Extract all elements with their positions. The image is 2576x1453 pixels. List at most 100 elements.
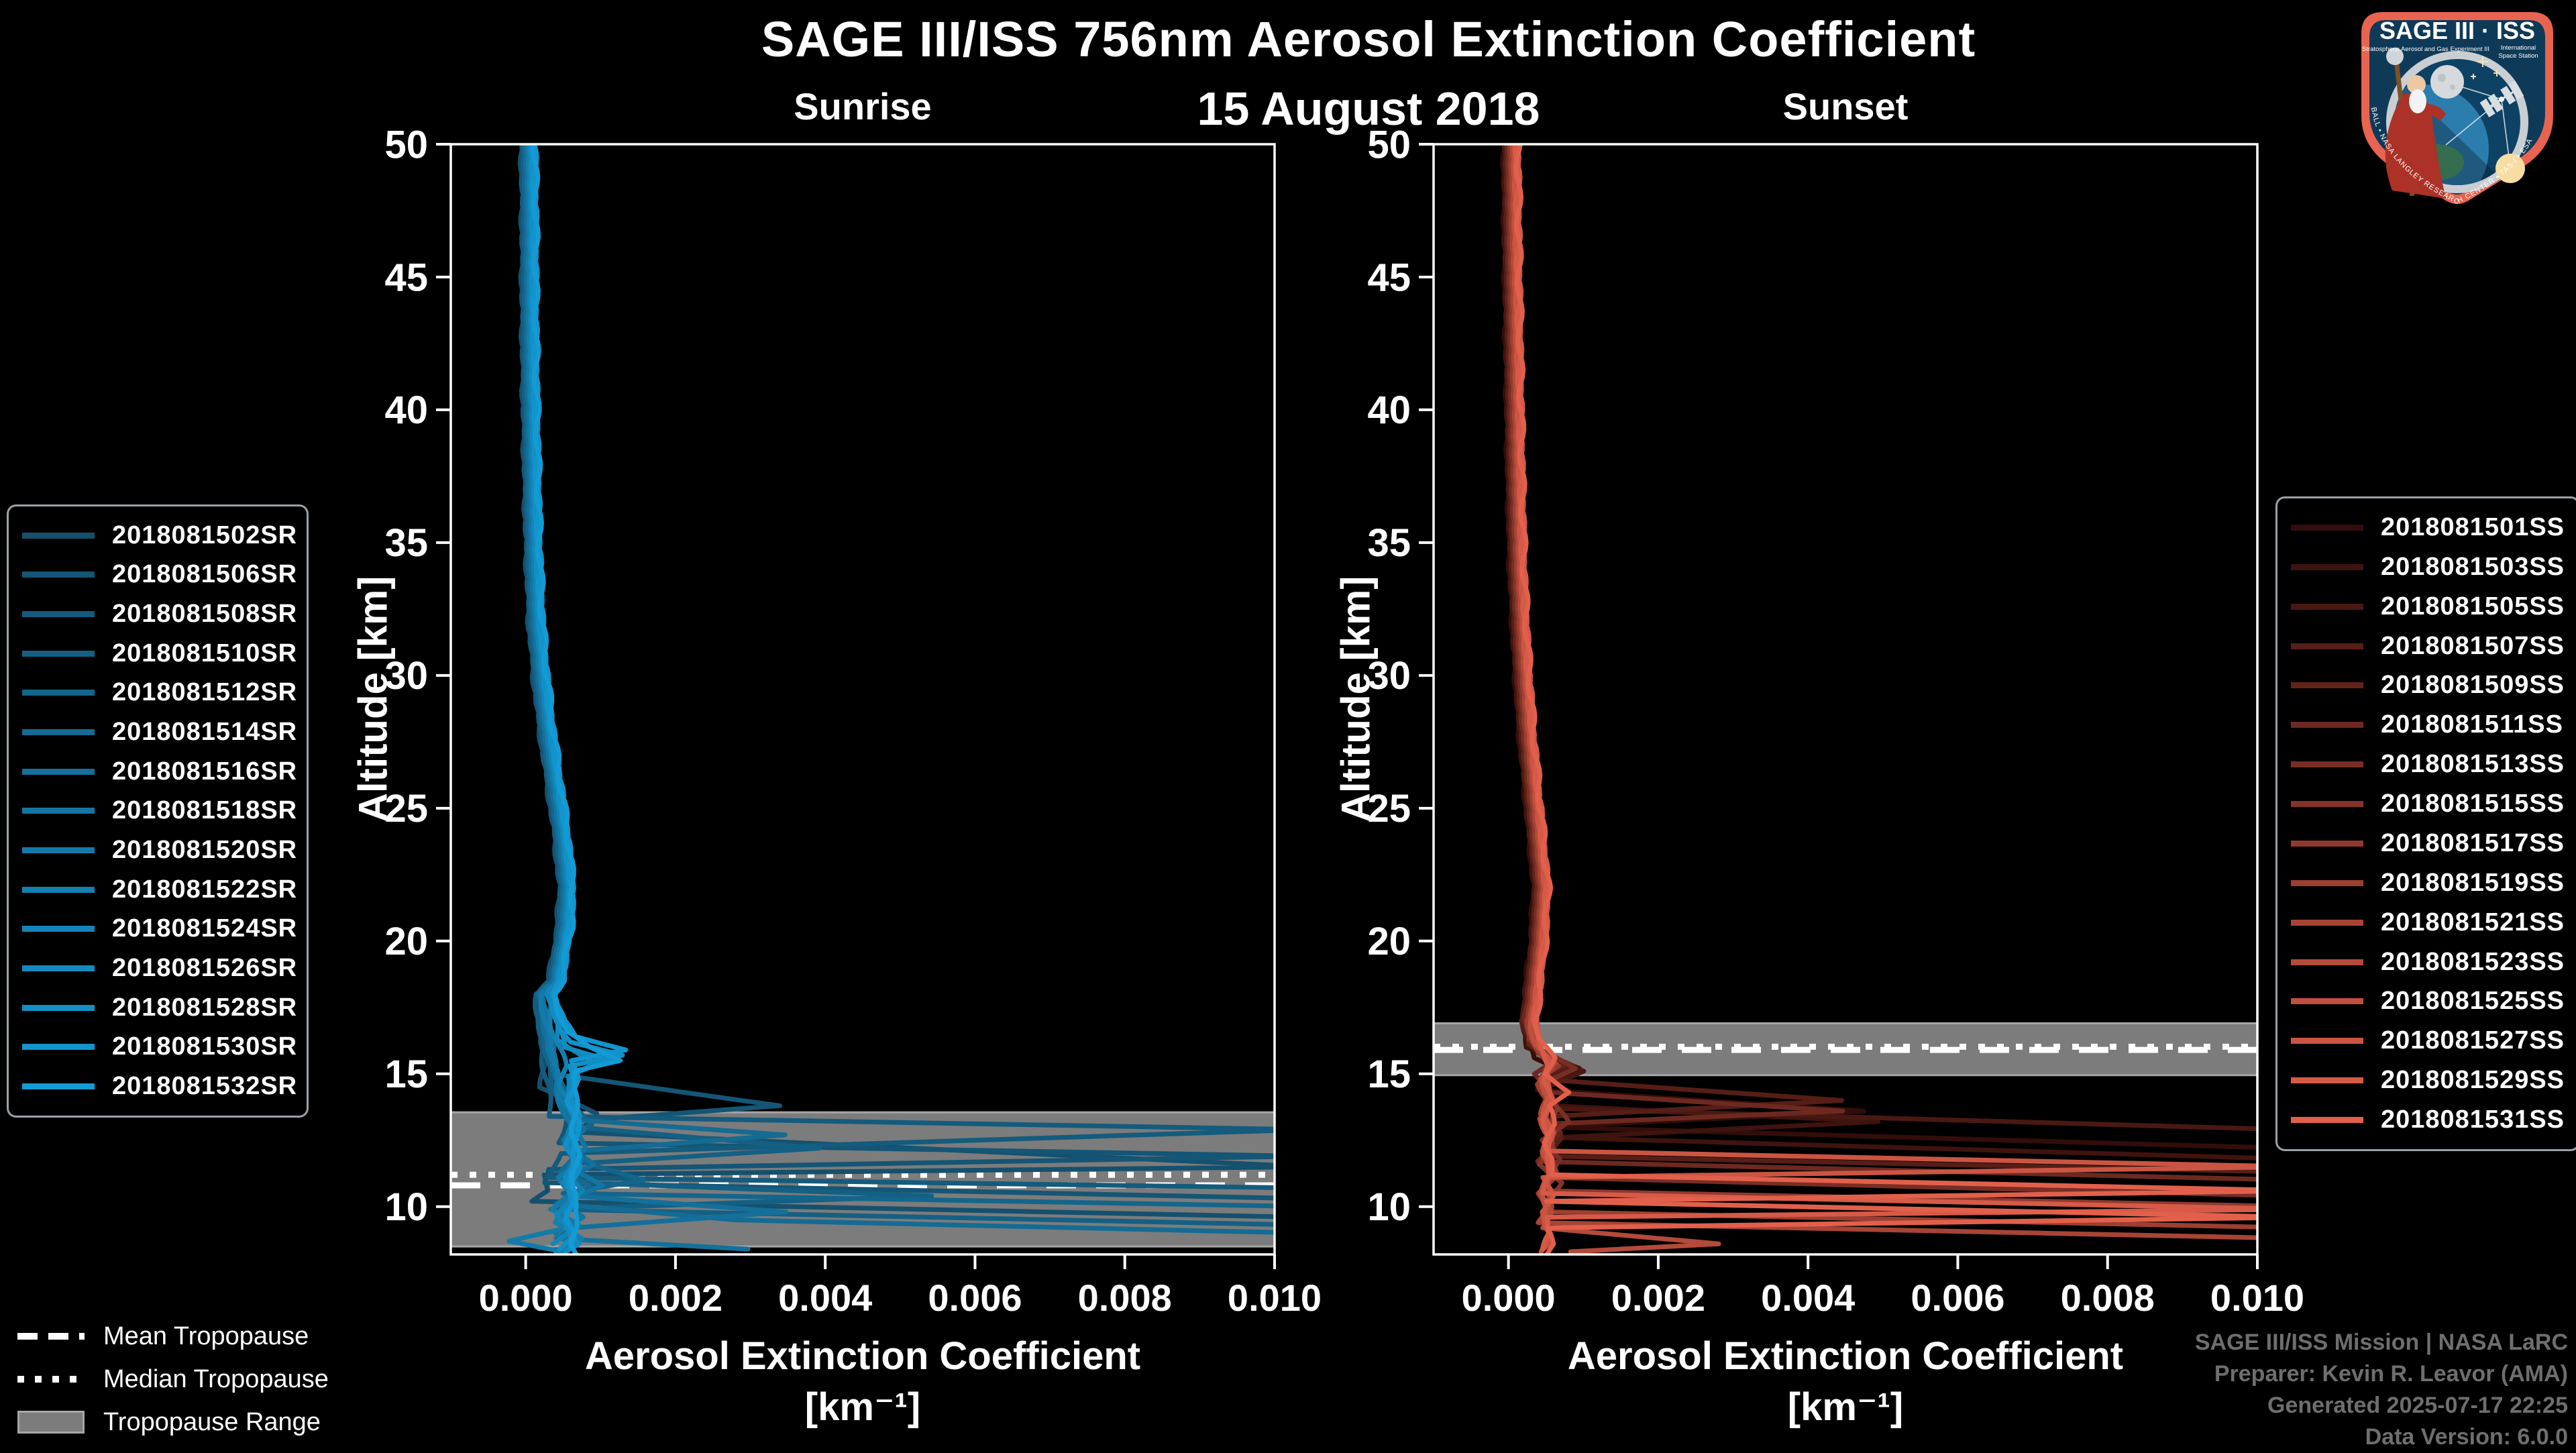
- line-swatch-icon: [2291, 563, 2363, 570]
- legend-item-2018081511SS: 2018081511SS: [2291, 710, 2565, 739]
- legend-event-label: 2018081508SR: [112, 600, 298, 629]
- axes-frame: [449, 143, 1276, 1256]
- x-tick-label: 0.004: [778, 1277, 872, 1319]
- legend-item-2018081506SR: 2018081506SR: [22, 560, 297, 589]
- axes-frame: [1432, 143, 2259, 1256]
- line-swatch-icon: [2291, 603, 2363, 610]
- line-swatch-icon: [22, 532, 95, 539]
- legend-event-label: 2018081515SS: [2381, 790, 2565, 818]
- legend-item-2018081509SS: 2018081509SS: [2291, 671, 2565, 700]
- line-swatch-icon: [2291, 879, 2363, 886]
- page-title: SAGE III/ISS 756nm Aerosol Extinction Co…: [761, 11, 1976, 67]
- line-swatch-icon: [22, 808, 95, 814]
- moon-crater: [2438, 74, 2446, 82]
- legend-event-label: 2018081530SR: [112, 1032, 298, 1061]
- line-swatch-icon: [2291, 524, 2363, 531]
- legend-event-label: 2018081524SR: [112, 914, 298, 943]
- footer-credits: SAGE III/ISS Mission | NASA LaRC Prepare…: [2195, 1327, 2568, 1453]
- legend-label: Mean Tropopause: [103, 1322, 309, 1350]
- profile-line-2018081532SR: [530, 144, 623, 1254]
- y-tick-label: 10: [1367, 1185, 1411, 1229]
- line-swatch-icon: [2291, 801, 2363, 808]
- y-tick-label: 50: [1367, 123, 1411, 166]
- line-swatch-icon: [22, 965, 95, 972]
- legend-item-2018081529SS: 2018081529SS: [2291, 1066, 2565, 1095]
- legend-event-label: 2018081514SR: [112, 718, 298, 747]
- legend-item-2018081519SS: 2018081519SS: [2291, 869, 2565, 898]
- profile-line-2018081501SS: [1499, 144, 2257, 1150]
- legend-item-2018081520SR: 2018081520SR: [22, 836, 297, 865]
- y-tick-label: 30: [1367, 654, 1411, 698]
- legend-item-2018081526SR: 2018081526SR: [22, 954, 297, 983]
- x-tick-label: 0.002: [629, 1277, 722, 1319]
- legend-label: Median Tropopause: [103, 1364, 329, 1393]
- tropopause-legend: Mean Tropopause Median Tropopause Tropop…: [17, 1315, 329, 1444]
- line-swatch-icon: [2291, 761, 2363, 768]
- y-tick-label: 25: [1367, 787, 1411, 830]
- footer-preparer: Preparer: Kevin R. Leavor (AMA): [2214, 1361, 2568, 1387]
- plot-area: [451, 144, 1275, 1254]
- x-axis-unit: [km⁻¹]: [804, 1385, 921, 1429]
- y-tick-label: 40: [1367, 388, 1411, 432]
- dotted-line-icon: [17, 1376, 85, 1383]
- y-tick-label: 35: [384, 521, 428, 565]
- legend-item-2018081524SR: 2018081524SR: [22, 914, 297, 943]
- line-swatch-icon: [2291, 1117, 2363, 1124]
- y-tick-label: 10: [384, 1185, 428, 1229]
- line-swatch-icon: [22, 768, 95, 775]
- iss-icon: [2479, 80, 2524, 117]
- date-subtitle: 15 August 2018: [1197, 83, 1540, 135]
- legend-item-mean-tropopause: Mean Tropopause: [17, 1315, 329, 1358]
- y-tick-label: 20: [384, 920, 428, 963]
- line-swatch-icon: [22, 572, 95, 578]
- legend-event-label: 2018081518SR: [112, 796, 298, 825]
- legend-item-2018081508SR: 2018081508SR: [22, 600, 297, 629]
- line-swatch-icon: [2291, 919, 2363, 926]
- legend-item-2018081517SS: 2018081517SS: [2291, 829, 2565, 858]
- legend-event-label: 2018081507SS: [2381, 631, 2565, 660]
- plot-area: [1434, 144, 2257, 1254]
- legend-event-label: 2018081527SS: [2381, 1026, 2565, 1055]
- profile-line-2018081503SS: [1501, 144, 2257, 1161]
- line-swatch-icon: [22, 690, 95, 696]
- legend-item-2018081507SS: 2018081507SS: [2291, 632, 2565, 661]
- legend-event-label: 2018081528SR: [112, 993, 298, 1022]
- footer-generated: Generated 2025-07-17 22:25: [2267, 1393, 2568, 1418]
- line-swatch-icon: [2291, 722, 2363, 729]
- legend-event-label: 2018081517SS: [2381, 828, 2565, 857]
- profile-line-2018081508SR: [519, 144, 1275, 1190]
- x-tick-label: 0.008: [1078, 1277, 1172, 1319]
- moon-crater: [2450, 85, 2455, 90]
- legend-event-label: 2018081501SS: [2381, 513, 2565, 541]
- legend-item-2018081518SR: 2018081518SR: [22, 796, 297, 825]
- x-tick-label: 0.010: [1228, 1277, 1322, 1319]
- profile-line-2018081512SR: [521, 144, 1275, 1209]
- legend-item-2018081528SR: 2018081528SR: [22, 993, 297, 1022]
- legend-item-2018081523SS: 2018081523SS: [2291, 948, 2565, 977]
- legend-event-label: 2018081503SS: [2381, 552, 2565, 581]
- legend-item-2018081527SS: 2018081527SS: [2291, 1026, 2565, 1055]
- sage-iss-logo: SAGE III · ISS Stratospheric Aerosol and…: [2361, 12, 2553, 207]
- x-tick-label: 0.010: [2210, 1277, 2304, 1319]
- y-tick-label: 15: [1367, 1053, 1411, 1096]
- y-tick-label: 50: [384, 123, 428, 166]
- panel-title-sunrise: Sunrise: [794, 85, 932, 127]
- legend-event-label: 2018081516SR: [112, 757, 298, 786]
- legend-event-label: 2018081531SS: [2381, 1106, 2565, 1134]
- legend-event-label: 2018081512SR: [112, 678, 298, 707]
- x-tick-label: 0.000: [479, 1277, 573, 1319]
- y-tick-label: 15: [384, 1053, 428, 1096]
- footer-mission: SAGE III/ISS Mission | NASA LaRC: [2194, 1330, 2568, 1355]
- y-tick-label: 35: [1367, 521, 1411, 565]
- line-swatch-icon: [22, 729, 95, 736]
- legend-item-2018081515SS: 2018081515SS: [2291, 790, 2565, 818]
- legend-event-label: 2018081509SS: [2381, 671, 2565, 700]
- line-swatch-icon: [2291, 840, 2363, 847]
- line-swatch-icon: [22, 650, 95, 657]
- x-tick-label: 0.004: [1761, 1277, 1855, 1319]
- x-axis-label-text: Aerosol Extinction Coefficient: [584, 1334, 1141, 1378]
- y-tick-label: 25: [384, 787, 428, 830]
- moon-icon: [2430, 65, 2464, 99]
- legend-item-2018081513SS: 2018081513SS: [2291, 750, 2565, 779]
